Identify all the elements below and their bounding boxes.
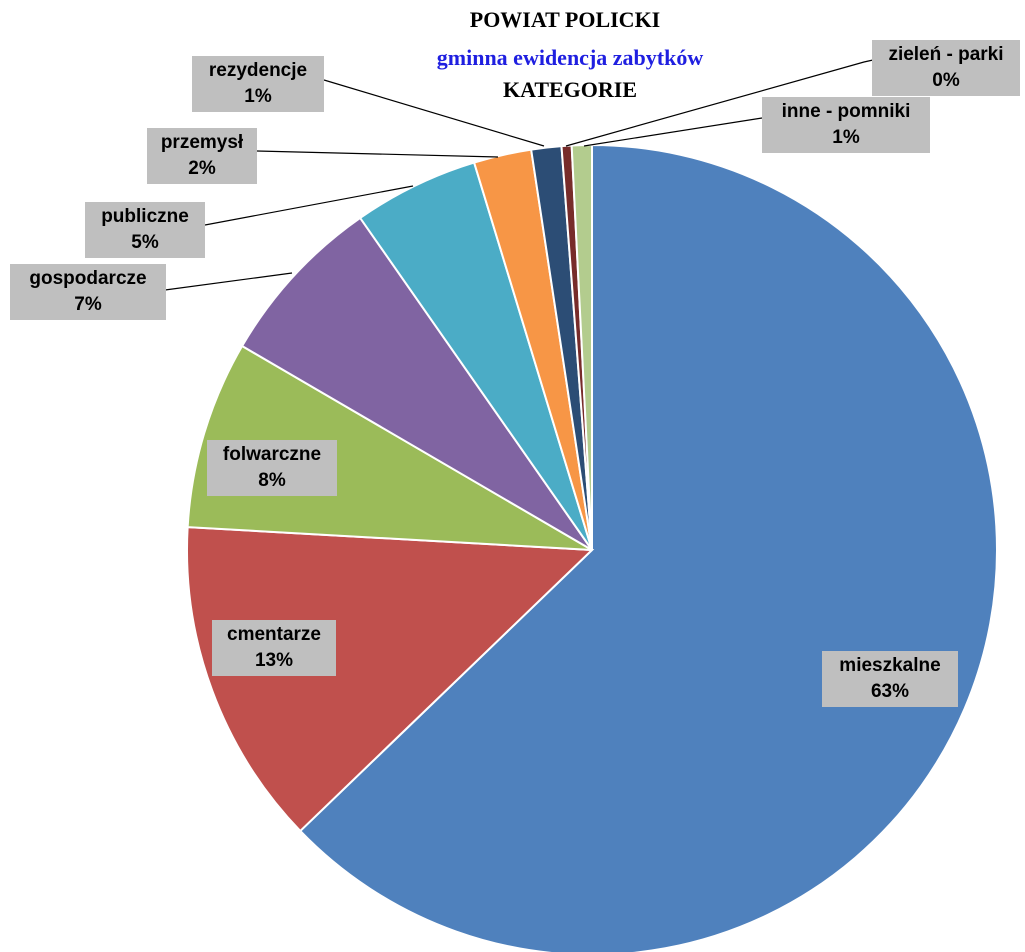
label-box (207, 440, 337, 496)
slice-label: folwarczne (223, 444, 321, 465)
pie-slice (298, 143, 998, 952)
label-box (762, 97, 930, 153)
leader-line (164, 272, 293, 291)
pie-slice (186, 526, 595, 833)
slice-value-label: 2% (188, 158, 216, 179)
slice-label: mieszkalne (839, 655, 940, 676)
leader-line (583, 117, 763, 147)
label-box (10, 264, 166, 320)
leader-line (256, 150, 499, 158)
slice-value-label: 13% (255, 650, 293, 671)
slice-label: publiczne (101, 206, 189, 227)
chart-title: POWIAT POLICKI (470, 7, 661, 32)
pie-slice (240, 216, 593, 551)
slice-label: inne - pomniki (782, 101, 911, 122)
leader-line (323, 79, 545, 147)
slice-value-label: 0% (932, 70, 960, 91)
label-box (212, 620, 336, 676)
slice-value-label: 7% (74, 294, 102, 315)
slice-label: rezydencje (209, 60, 307, 81)
slice-value-label: 1% (244, 86, 272, 107)
leader-line (204, 185, 414, 226)
slice-value-label: 63% (871, 681, 909, 702)
label-box (147, 128, 257, 184)
label-box (822, 651, 958, 707)
slice-label: zieleń - parki (888, 44, 1003, 65)
slice-label: cmentarze (227, 624, 321, 645)
chart-subtitle: gminna ewidencja zabytków (437, 45, 704, 70)
label-box (872, 40, 1020, 96)
slice-value-label: 1% (832, 127, 860, 148)
slice-label: przemysł (161, 132, 244, 153)
slice-value-label: 5% (131, 232, 159, 253)
chart-caption: KATEGORIE (503, 77, 637, 102)
label-box (192, 56, 324, 112)
leader-line (565, 59, 874, 147)
pie-slice (186, 344, 593, 551)
slice-label: gospodarcze (29, 268, 146, 289)
slice-value-label: 8% (258, 470, 286, 491)
label-box (85, 202, 205, 258)
